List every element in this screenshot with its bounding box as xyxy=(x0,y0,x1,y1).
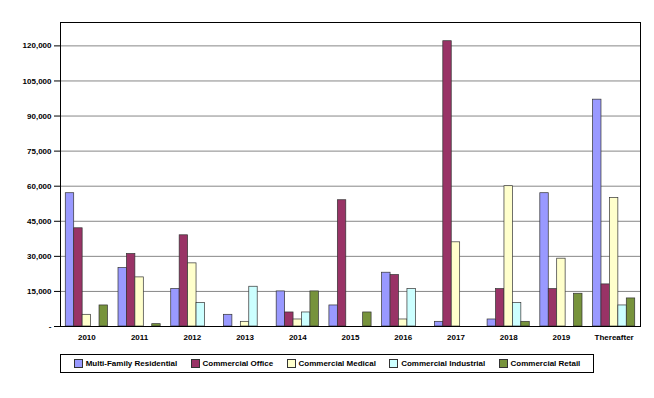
svg-text:2010: 2010 xyxy=(78,333,96,342)
html-text:Commercial Office: Commercial Office xyxy=(202,359,274,368)
svg-text:2015: 2015 xyxy=(342,333,360,342)
svg-text:120,000: 120,000 xyxy=(23,41,52,50)
html-text:Commercial Medical: Commercial Medical xyxy=(298,359,376,368)
svg-text:60,000: 60,000 xyxy=(27,182,52,191)
svg-text:2014: 2014 xyxy=(289,333,307,342)
svg-text:90,000: 90,000 xyxy=(27,112,52,121)
svg-text:30,000: 30,000 xyxy=(27,252,52,261)
svg-text:15,000: 15,000 xyxy=(27,287,52,296)
svg-text:2017: 2017 xyxy=(447,333,465,342)
html-text:Multi-Family Residential: Multi-Family Residential xyxy=(85,359,178,368)
svg-text:2012: 2012 xyxy=(183,333,201,342)
svg-text:2011: 2011 xyxy=(131,333,149,342)
svg-text:2013: 2013 xyxy=(236,333,254,342)
svg-text:2018: 2018 xyxy=(500,333,518,342)
svg-text:75,000: 75,000 xyxy=(27,147,52,156)
svg-text:45,000: 45,000 xyxy=(27,217,52,226)
svg-text:-: - xyxy=(49,322,52,331)
svg-text:2019: 2019 xyxy=(553,333,571,342)
html-text:Commercial Retail: Commercial Retail xyxy=(510,359,581,368)
svg-text:2016: 2016 xyxy=(394,333,412,342)
svg-text:105,000: 105,000 xyxy=(23,77,52,86)
html-text:Commercial Industrial: Commercial Industrial xyxy=(401,359,486,368)
svg-text:Thereafter: Thereafter xyxy=(595,333,634,342)
